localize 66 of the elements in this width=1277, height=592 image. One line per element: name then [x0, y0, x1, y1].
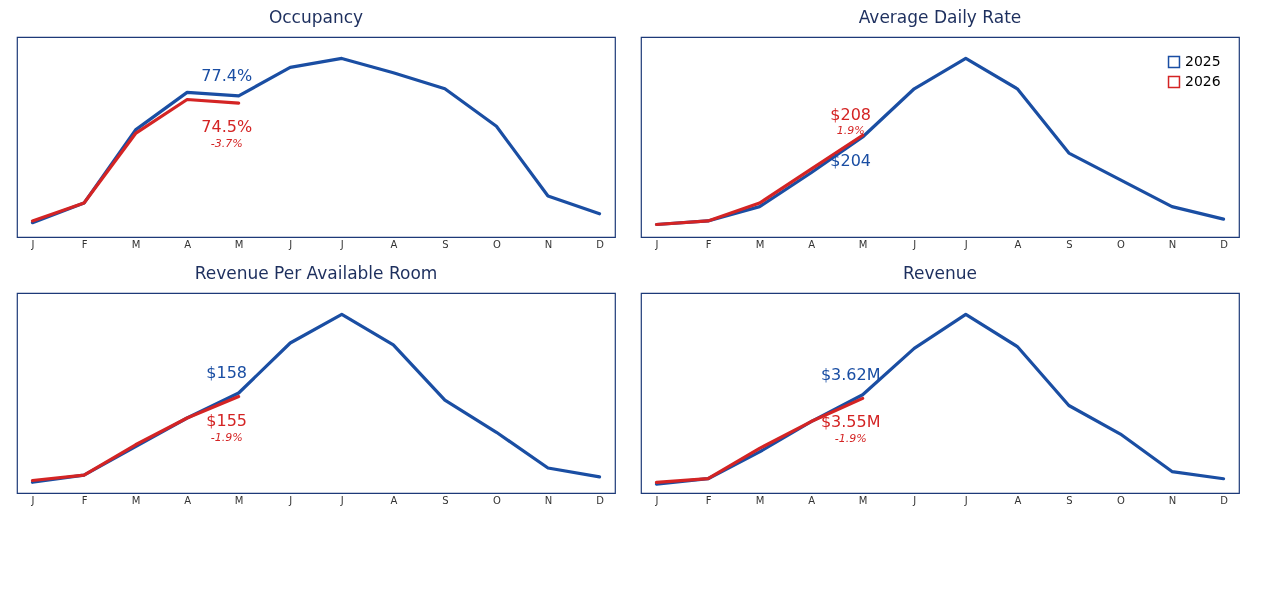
x-tick-label: J [654, 238, 659, 250]
x-tick-label: A [184, 238, 192, 250]
x-tick-label: N [1168, 238, 1177, 250]
annotation: $204 [830, 151, 872, 170]
x-tick-label: A [390, 494, 398, 506]
x-tick-label: F [705, 494, 712, 506]
chart-title: Average Daily Rate [858, 7, 1022, 27]
annotation: $3.62M [820, 364, 881, 384]
x-tick-label: M [234, 238, 244, 250]
x-tick-label: N [544, 238, 553, 250]
chart-title: Occupancy [268, 7, 364, 27]
annotation: 1.9% [836, 124, 865, 138]
x-tick-label: J [963, 238, 968, 250]
x-tick-label: D [596, 494, 605, 506]
x-tick-label: J [912, 238, 917, 250]
annotation: $3.55M [820, 412, 881, 432]
x-tick-label: O [492, 494, 501, 506]
x-tick-label: A [184, 494, 192, 506]
x-tick-label: A [808, 494, 816, 506]
x-tick-label: S [442, 494, 449, 506]
x-tick-label: J [654, 494, 659, 506]
x-tick-label: D [1220, 494, 1229, 506]
x-tick-label: D [1220, 238, 1229, 250]
x-tick-label: J [339, 494, 344, 506]
x-tick-label: M [131, 494, 141, 506]
x-tick-label: J [288, 494, 293, 506]
x-tick-label: F [81, 238, 88, 250]
x-tick-label: M [755, 238, 765, 250]
x-tick-label: O [1116, 494, 1125, 506]
x-tick-label: F [81, 494, 88, 506]
x-tick-label: M [131, 238, 141, 250]
annotation: $158 [206, 363, 248, 382]
x-tick-label: S [442, 238, 449, 250]
x-tick-label: J [288, 238, 293, 250]
annotation: -1.9% [834, 432, 867, 446]
x-tick-label: S [1066, 238, 1073, 250]
x-tick-label: O [1116, 238, 1125, 250]
annotation: 77.4% [201, 65, 253, 85]
x-tick-label: A [808, 238, 816, 250]
chart-title: Revenue [902, 263, 978, 283]
x-tick-label: O [492, 238, 501, 250]
x-tick-label: M [234, 494, 244, 506]
x-tick-label: A [1014, 494, 1022, 506]
x-tick-label: J [339, 238, 344, 250]
legend-label: 2025 [1185, 53, 1221, 69]
x-tick-label: J [963, 494, 968, 506]
x-tick-label: S [1066, 494, 1073, 506]
x-tick-label: M [858, 238, 868, 250]
annotation: $208 [830, 105, 872, 125]
x-tick-label: N [1168, 494, 1177, 506]
annotation: -3.7% [210, 137, 243, 151]
x-tick-label: M [755, 494, 765, 506]
x-tick-label: F [705, 238, 712, 250]
x-tick-label: J [912, 494, 917, 506]
chart-title: Revenue Per Available Room [194, 263, 438, 283]
x-tick-label: M [858, 494, 868, 506]
x-tick-label: A [1014, 238, 1022, 250]
x-tick-label: J [30, 238, 35, 250]
x-tick-label: J [30, 494, 35, 506]
annotation: -1.9% [210, 430, 243, 444]
annotation: 74.5% [201, 117, 253, 137]
annotation: $155 [206, 410, 248, 430]
legend-label: 2026 [1185, 73, 1221, 89]
x-tick-label: A [390, 238, 398, 250]
x-tick-label: N [544, 494, 553, 506]
x-tick-label: D [596, 238, 605, 250]
